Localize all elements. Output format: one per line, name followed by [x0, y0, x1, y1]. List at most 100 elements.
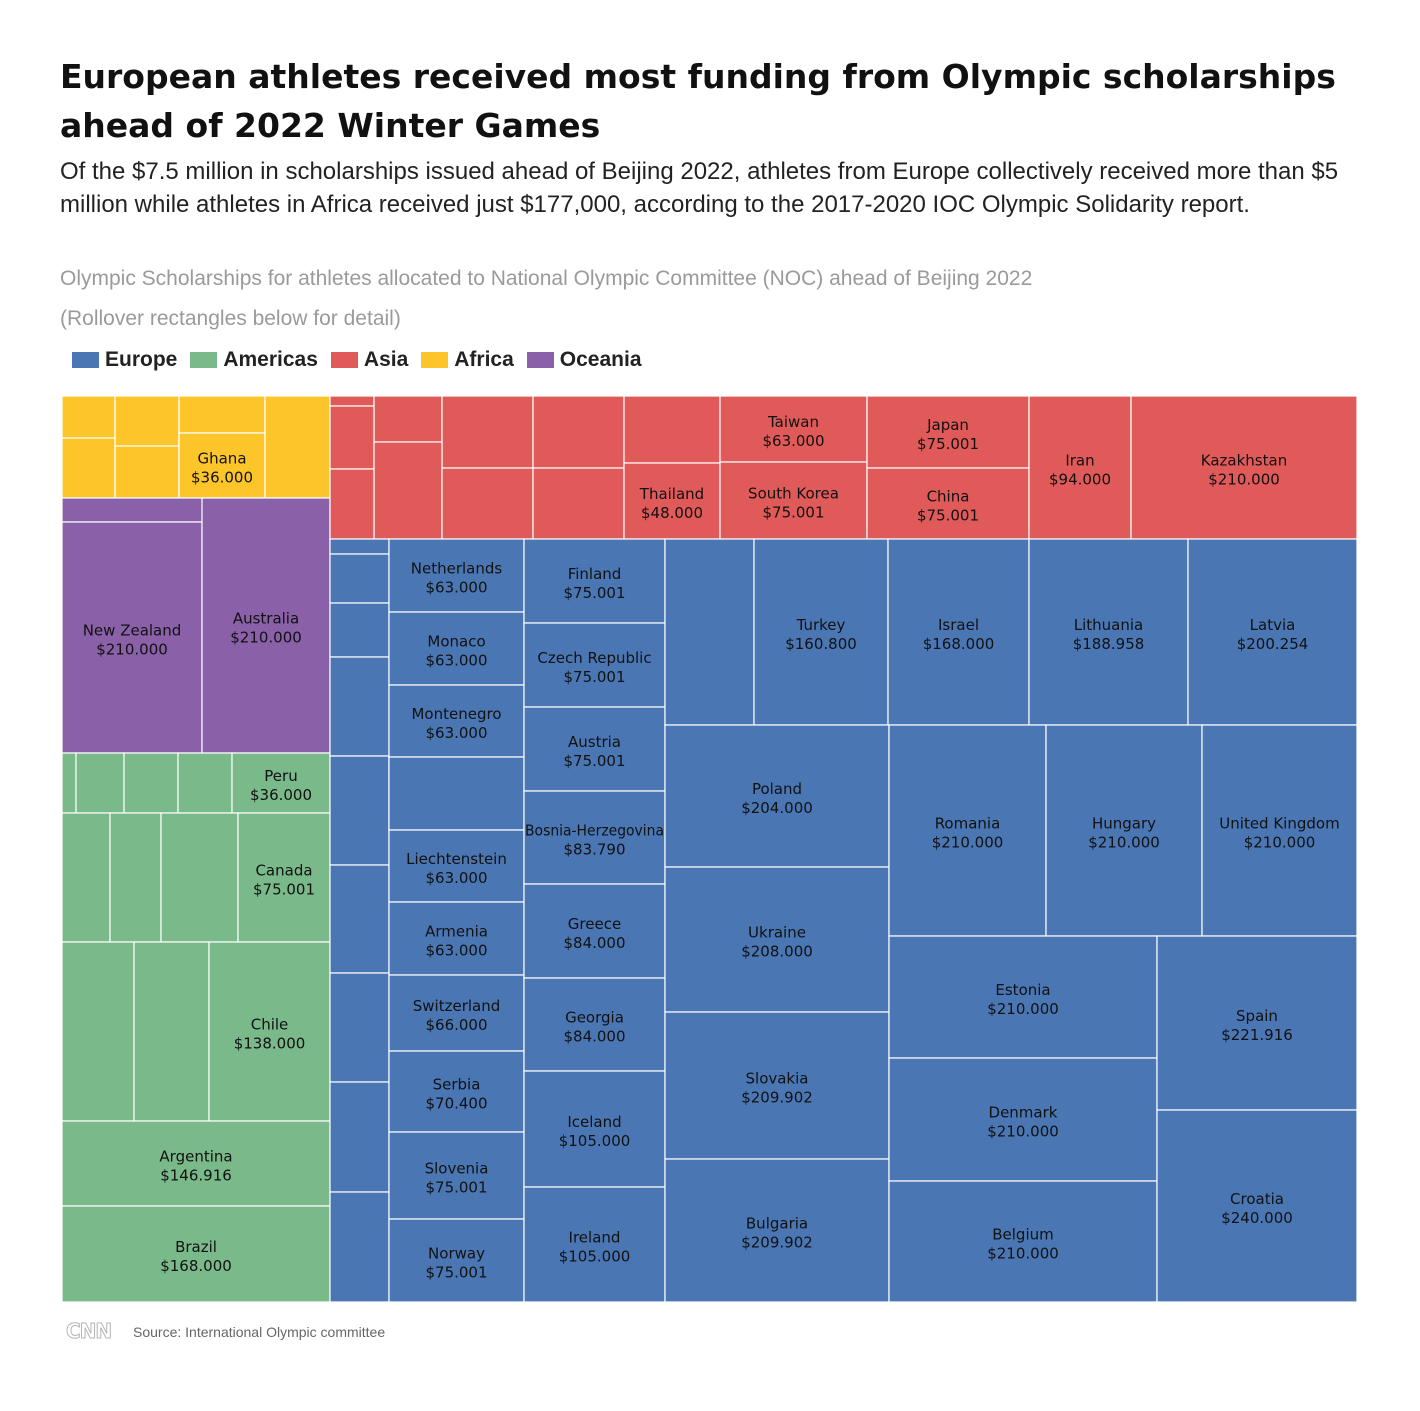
treemap-tile-peru[interactable]: Peru$36.000: [231, 752, 331, 814]
tile-rect[interactable]: [888, 1057, 1158, 1182]
tile-rect[interactable]: [329, 755, 390, 866]
tile-rect[interactable]: [61, 1205, 331, 1303]
tile-rect[interactable]: [664, 724, 890, 868]
tile-rect[interactable]: [388, 611, 525, 686]
treemap-tile-belgium[interactable]: Belgium$210.000: [888, 1180, 1158, 1303]
treemap-tile-ghana[interactable]: Ghana$36.000: [178, 432, 266, 499]
treemap-tile-canada[interactable]: Canada$75.001: [237, 812, 331, 943]
treemap-tile[interactable]: [61, 941, 135, 1122]
treemap-tile-latvia[interactable]: Latvia$200.254: [1187, 538, 1358, 726]
treemap-tile-iceland[interactable]: Iceland$105.000: [523, 1070, 666, 1188]
tile-rect[interactable]: [532, 395, 625, 469]
tile-rect[interactable]: [329, 602, 390, 658]
tile-rect[interactable]: [523, 622, 666, 708]
treemap-tile-slovenia[interactable]: Slovenia$75.001: [388, 1131, 525, 1220]
treemap-tile-croatia[interactable]: Croatia$240.000: [1156, 1109, 1358, 1303]
treemap-tile-romania[interactable]: Romania$210.000: [888, 724, 1047, 937]
tile-rect[interactable]: [523, 977, 666, 1072]
treemap-tile-turkey[interactable]: Turkey$160.800: [753, 538, 889, 726]
treemap-tile-liechtenstein[interactable]: Liechtenstein$63.000: [388, 829, 525, 903]
tile-rect[interactable]: [888, 935, 1158, 1059]
tile-rect[interactable]: [1201, 724, 1358, 937]
tile-rect[interactable]: [388, 756, 525, 831]
tile-rect[interactable]: [388, 1131, 525, 1220]
treemap-tile-denmark[interactable]: Denmark$210.000: [888, 1057, 1158, 1182]
treemap-tile-greece[interactable]: Greece$84.000: [523, 883, 666, 979]
tile-rect[interactable]: [1130, 395, 1358, 540]
tile-rect[interactable]: [866, 395, 1030, 469]
tile-rect[interactable]: [177, 752, 233, 814]
tile-rect[interactable]: [1028, 538, 1189, 726]
treemap-tile[interactable]: [329, 972, 390, 1083]
tile-rect[interactable]: [523, 1070, 666, 1188]
tile-rect[interactable]: [623, 395, 721, 464]
treemap-tile[interactable]: [264, 395, 331, 499]
treemap-tile-estonia[interactable]: Estonia$210.000: [888, 935, 1158, 1059]
treemap-tile[interactable]: [329, 755, 390, 866]
treemap-tile-united-kingdom[interactable]: United Kingdom$210.000: [1201, 724, 1358, 937]
tile-rect[interactable]: [178, 395, 266, 434]
treemap-tile-japan[interactable]: Japan$75.001: [866, 395, 1030, 469]
treemap-tile[interactable]: [61, 752, 77, 814]
treemap-tile-south-korea[interactable]: South Korea$75.001: [719, 461, 868, 540]
treemap-tile[interactable]: [329, 553, 390, 604]
tile-rect[interactable]: [523, 706, 666, 792]
tile-rect[interactable]: [237, 812, 331, 943]
treemap-tile[interactable]: [178, 395, 266, 434]
tile-rect[interactable]: [388, 1050, 525, 1133]
tile-rect[interactable]: [329, 1191, 390, 1303]
treemap-tile[interactable]: [329, 468, 375, 540]
treemap-tile-austria[interactable]: Austria$75.001: [523, 706, 666, 792]
treemap-tile[interactable]: [61, 437, 116, 499]
tile-rect[interactable]: [388, 538, 525, 613]
treemap-tile-czech-republic[interactable]: Czech Republic$75.001: [523, 622, 666, 708]
tile-rect[interactable]: [1187, 538, 1358, 726]
tile-rect[interactable]: [160, 812, 239, 943]
treemap-tile[interactable]: [441, 467, 534, 540]
treemap-tile[interactable]: [61, 395, 116, 439]
treemap-tile[interactable]: [532, 467, 625, 540]
tile-rect[interactable]: [388, 974, 525, 1052]
treemap-tile[interactable]: [329, 405, 375, 470]
treemap-tile[interactable]: [388, 756, 525, 831]
treemap-tile-hungary[interactable]: Hungary$210.000: [1045, 724, 1203, 937]
tile-rect[interactable]: [61, 395, 116, 439]
tile-rect[interactable]: [61, 752, 77, 814]
treemap-tile-bulgaria[interactable]: Bulgaria$209.902: [664, 1158, 890, 1303]
tile-rect[interactable]: [523, 538, 666, 624]
tile-rect[interactable]: [441, 395, 534, 469]
tile-rect[interactable]: [523, 1186, 666, 1303]
treemap-tile[interactable]: [329, 538, 390, 555]
treemap-tile[interactable]: [329, 864, 390, 974]
treemap-tile[interactable]: [123, 752, 179, 814]
tile-rect[interactable]: [388, 901, 525, 976]
treemap-tile-lithuania[interactable]: Lithuania$188.958: [1028, 538, 1189, 726]
treemap-tile-israel[interactable]: Israel$168.000: [887, 538, 1030, 726]
treemap-tile-iran[interactable]: Iran$94.000: [1028, 395, 1132, 540]
treemap-tile[interactable]: [441, 395, 534, 469]
tile-rect[interactable]: [664, 1011, 890, 1160]
treemap-tile-brazil[interactable]: Brazil$168.000: [61, 1205, 331, 1303]
treemap-tile[interactable]: [329, 1191, 390, 1303]
tile-rect[interactable]: [61, 521, 203, 754]
tile-rect[interactable]: [329, 468, 375, 540]
tile-rect[interactable]: [329, 405, 375, 470]
treemap-tile-netherlands[interactable]: Netherlands$63.000: [388, 538, 525, 613]
treemap-tile[interactable]: [114, 445, 180, 499]
treemap-tile-georgia[interactable]: Georgia$84.000: [523, 977, 666, 1072]
tile-rect[interactable]: [441, 467, 534, 540]
tile-rect[interactable]: [532, 467, 625, 540]
tile-rect[interactable]: [329, 972, 390, 1083]
tile-rect[interactable]: [61, 437, 116, 499]
tile-rect[interactable]: [61, 812, 111, 943]
tile-rect[interactable]: [264, 395, 331, 499]
treemap-tile-monaco[interactable]: Monaco$63.000: [388, 611, 525, 686]
tile-rect[interactable]: [388, 684, 525, 758]
tile-rect[interactable]: [888, 724, 1047, 937]
treemap-tile-australia[interactable]: Australia$210.000: [201, 497, 331, 754]
tile-rect[interactable]: [75, 752, 125, 814]
treemap-tile[interactable]: [532, 395, 625, 469]
tile-rect[interactable]: [623, 462, 721, 540]
treemap-tile[interactable]: [329, 656, 390, 757]
tile-rect[interactable]: [373, 395, 443, 443]
